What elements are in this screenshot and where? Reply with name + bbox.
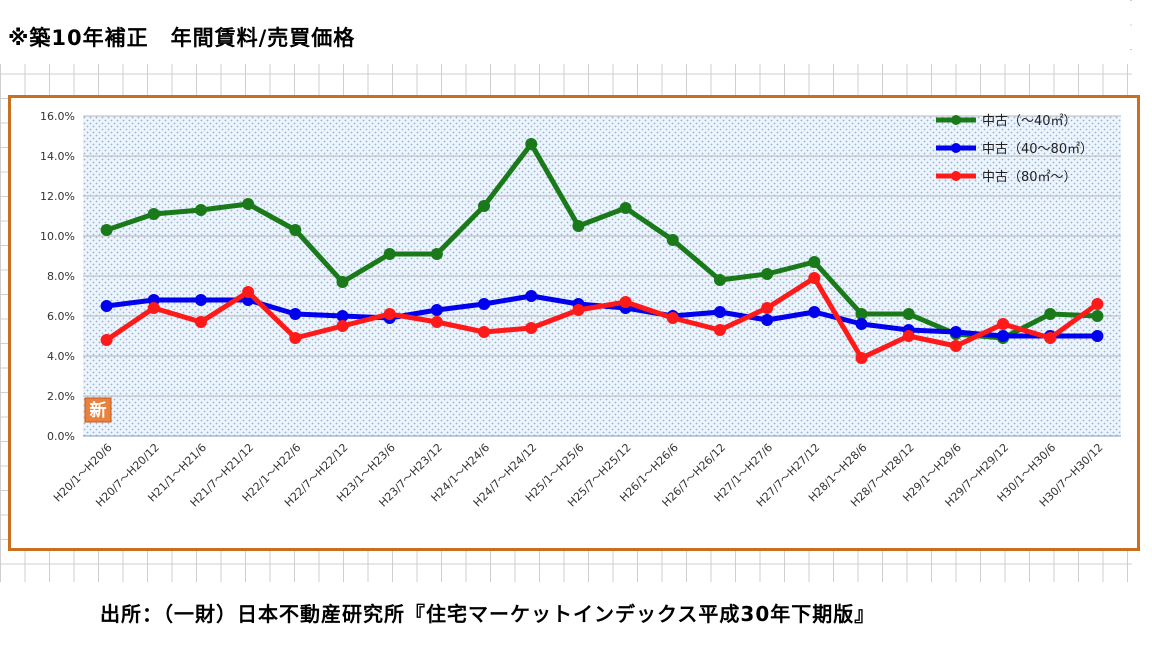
data-point xyxy=(289,332,302,344)
data-point xyxy=(478,326,491,338)
data-point xyxy=(619,202,632,214)
y-tick-label: 12.0% xyxy=(40,190,75,203)
chart-frame: 0.0% 2.0% 4.0% 6.0% 8.0% 10.0% 12.0% 14.0% 16.0%… xyxy=(8,95,1140,551)
new-badge-label: 新 xyxy=(90,400,107,421)
legend: 中古（〜40㎡） 中古（40〜80㎡） 中古（80㎡〜） xyxy=(936,114,1093,185)
line-chart: 0.0% 2.0% 4.0% 6.0% 8.0% 10.0% 12.0% 14.0% 16.0%… xyxy=(40,110,1121,510)
data-point xyxy=(383,308,396,320)
data-point xyxy=(619,296,632,308)
data-point xyxy=(713,274,726,286)
data-point xyxy=(289,224,302,236)
y-axis-ticks: 0.0% 2.0% 4.0% 6.0% 8.0% 10.0% 12.0% 14.0% 16.0% xyxy=(40,110,75,443)
data-point xyxy=(336,320,349,332)
data-point xyxy=(1044,308,1057,320)
data-point xyxy=(713,306,726,318)
y-tick-label: 0.0% xyxy=(47,430,75,443)
data-point xyxy=(1091,310,1104,322)
legend-label: 中古（〜40㎡） xyxy=(982,114,1077,129)
data-point xyxy=(525,138,538,150)
series-line xyxy=(104,275,1100,361)
data-point xyxy=(1091,330,1104,342)
y-tick-label: 8.0% xyxy=(47,270,75,283)
data-point xyxy=(194,316,207,328)
y-tick-label: 16.0% xyxy=(40,110,75,123)
data-point xyxy=(100,224,113,236)
data-point xyxy=(147,302,160,314)
y-tick-label: 14.0% xyxy=(40,150,75,163)
series-line xyxy=(104,141,1100,341)
data-point xyxy=(761,302,774,314)
data-point xyxy=(194,294,207,306)
series-lines xyxy=(100,138,1104,364)
page-title: ※築10年補正 年間賃料/売買価格 xyxy=(0,0,1130,64)
data-point xyxy=(430,316,443,328)
y-tick-label: 2.0% xyxy=(47,390,75,403)
data-point xyxy=(949,340,962,352)
legend-marker xyxy=(951,171,961,181)
data-point xyxy=(666,312,679,324)
data-point xyxy=(525,290,538,302)
data-point xyxy=(100,300,113,312)
data-point xyxy=(1044,332,1057,344)
data-point xyxy=(147,208,160,220)
legend-label: 中古（80㎡〜） xyxy=(982,170,1077,185)
legend-label: 中古（40〜80㎡） xyxy=(982,142,1093,157)
data-point xyxy=(761,268,774,280)
data-point xyxy=(666,234,679,246)
data-point xyxy=(949,326,962,338)
data-point xyxy=(383,248,396,260)
data-point xyxy=(336,276,349,288)
data-point xyxy=(761,314,774,326)
legend-marker xyxy=(951,143,961,153)
gridlines xyxy=(83,115,1121,437)
data-point xyxy=(336,310,349,322)
data-point xyxy=(289,308,302,320)
x-axis-ticks: H20/1〜H20/6H20/7〜H20/12H21/1〜H21/6H21/7〜… xyxy=(51,441,1105,510)
data-point xyxy=(1091,298,1104,310)
data-point xyxy=(902,330,915,342)
data-point xyxy=(100,334,113,346)
new-badge: 新 xyxy=(84,397,112,423)
data-point xyxy=(855,318,868,330)
data-point xyxy=(242,198,255,210)
data-point xyxy=(997,318,1010,330)
y-tick-label: 6.0% xyxy=(47,310,75,323)
y-tick-label: 10.0% xyxy=(40,230,75,243)
data-point xyxy=(525,322,538,334)
data-point xyxy=(808,256,821,268)
data-point xyxy=(808,306,821,318)
source-note: 出所：（一財）日本不動産研究所『住宅マーケットインデックス平成30年下期版』 xyxy=(0,582,1152,648)
y-tick-label: 4.0% xyxy=(47,350,75,363)
data-point xyxy=(430,304,443,316)
data-point xyxy=(713,324,726,336)
data-point xyxy=(808,272,821,284)
data-point xyxy=(430,248,443,260)
data-point xyxy=(855,308,868,320)
data-point xyxy=(242,286,255,298)
data-point xyxy=(572,220,585,232)
data-point xyxy=(478,298,491,310)
data-point xyxy=(902,308,915,320)
data-point xyxy=(997,330,1010,342)
data-point xyxy=(855,352,868,364)
data-point xyxy=(478,200,491,212)
legend-marker xyxy=(951,115,961,125)
data-point xyxy=(194,204,207,216)
data-point xyxy=(572,304,585,316)
